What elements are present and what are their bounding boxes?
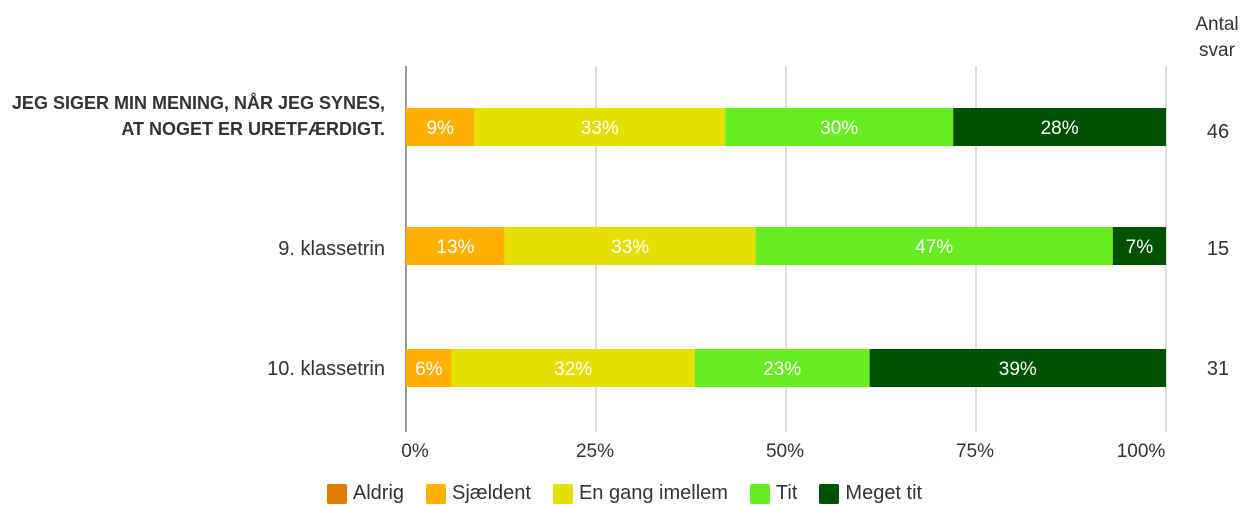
legend-swatch	[552, 483, 573, 504]
data-label: 28%	[1041, 118, 1079, 139]
legend-label: Meget tit	[845, 482, 923, 504]
legend-swatch	[819, 483, 840, 504]
data-label: 13%	[436, 237, 474, 258]
bar-segment[interactable]	[406, 227, 505, 265]
category-label-10: 10. klassetrin	[267, 358, 385, 380]
bar-segment[interactable]	[694, 349, 870, 387]
counts-title: Antal svar	[1195, 14, 1239, 61]
bar-segment[interactable]	[474, 108, 726, 146]
legend-label: Tit	[775, 482, 798, 504]
data-label: 23%	[763, 359, 801, 380]
data-label: 9%	[426, 118, 454, 139]
bar-segment[interactable]	[755, 227, 1113, 265]
legend-item-aldrig[interactable]: Aldrig	[326, 482, 405, 505]
category-label-overall: JEG SIGER MIN MENING, NÅR JEG SYNES, AT …	[11, 93, 385, 139]
data-label: 33%	[611, 237, 649, 258]
bar-segment[interactable]	[725, 108, 954, 146]
legend-label: Sjældent	[452, 482, 531, 504]
data-label: 30%	[820, 118, 858, 139]
bar-segment[interactable]	[406, 349, 452, 387]
bar-segment[interactable]	[406, 108, 475, 146]
x-tick-label: 0%	[401, 441, 429, 462]
legend-item-meget-tit[interactable]: Meget tit	[819, 482, 922, 505]
legend-label: En gang imellem	[578, 482, 728, 504]
bar-segment[interactable]	[451, 349, 695, 387]
legend-swatch	[749, 483, 770, 504]
legend-item-en-gang-imellem[interactable]: En gang imellem	[552, 482, 728, 505]
x-tick-label: 25%	[575, 441, 615, 462]
legend-swatch	[426, 483, 447, 504]
x-tick-label: 75%	[955, 441, 995, 462]
legend-item-sjaeldent[interactable]: Sjældent	[426, 482, 531, 505]
bar-segment[interactable]	[869, 349, 1166, 387]
data-label: 39%	[999, 359, 1037, 380]
legend-label: Aldrig	[352, 482, 405, 504]
bar-segment[interactable]	[504, 227, 756, 265]
count-value-9: 15	[1206, 238, 1230, 260]
data-label: 33%	[581, 118, 619, 139]
bar-segment[interactable]	[953, 108, 1166, 146]
data-label: 7%	[1126, 237, 1154, 258]
category-label-9: 9. klassetrin	[278, 238, 385, 260]
x-tick-label: 100%	[1116, 441, 1166, 462]
legend-swatch	[326, 483, 347, 504]
data-label: 32%	[554, 359, 592, 380]
bar-segment[interactable]	[1112, 227, 1166, 265]
data-label: 47%	[915, 237, 953, 258]
legend-item-tit[interactable]: Tit	[749, 482, 798, 505]
data-label: 6%	[415, 359, 443, 380]
legend: Aldrig Sjældent En gang imellem Tit Mege…	[0, 482, 1249, 505]
x-tick-label: 50%	[765, 441, 805, 462]
count-value-10: 31	[1206, 358, 1230, 380]
count-value-overall: 46	[1206, 121, 1230, 143]
